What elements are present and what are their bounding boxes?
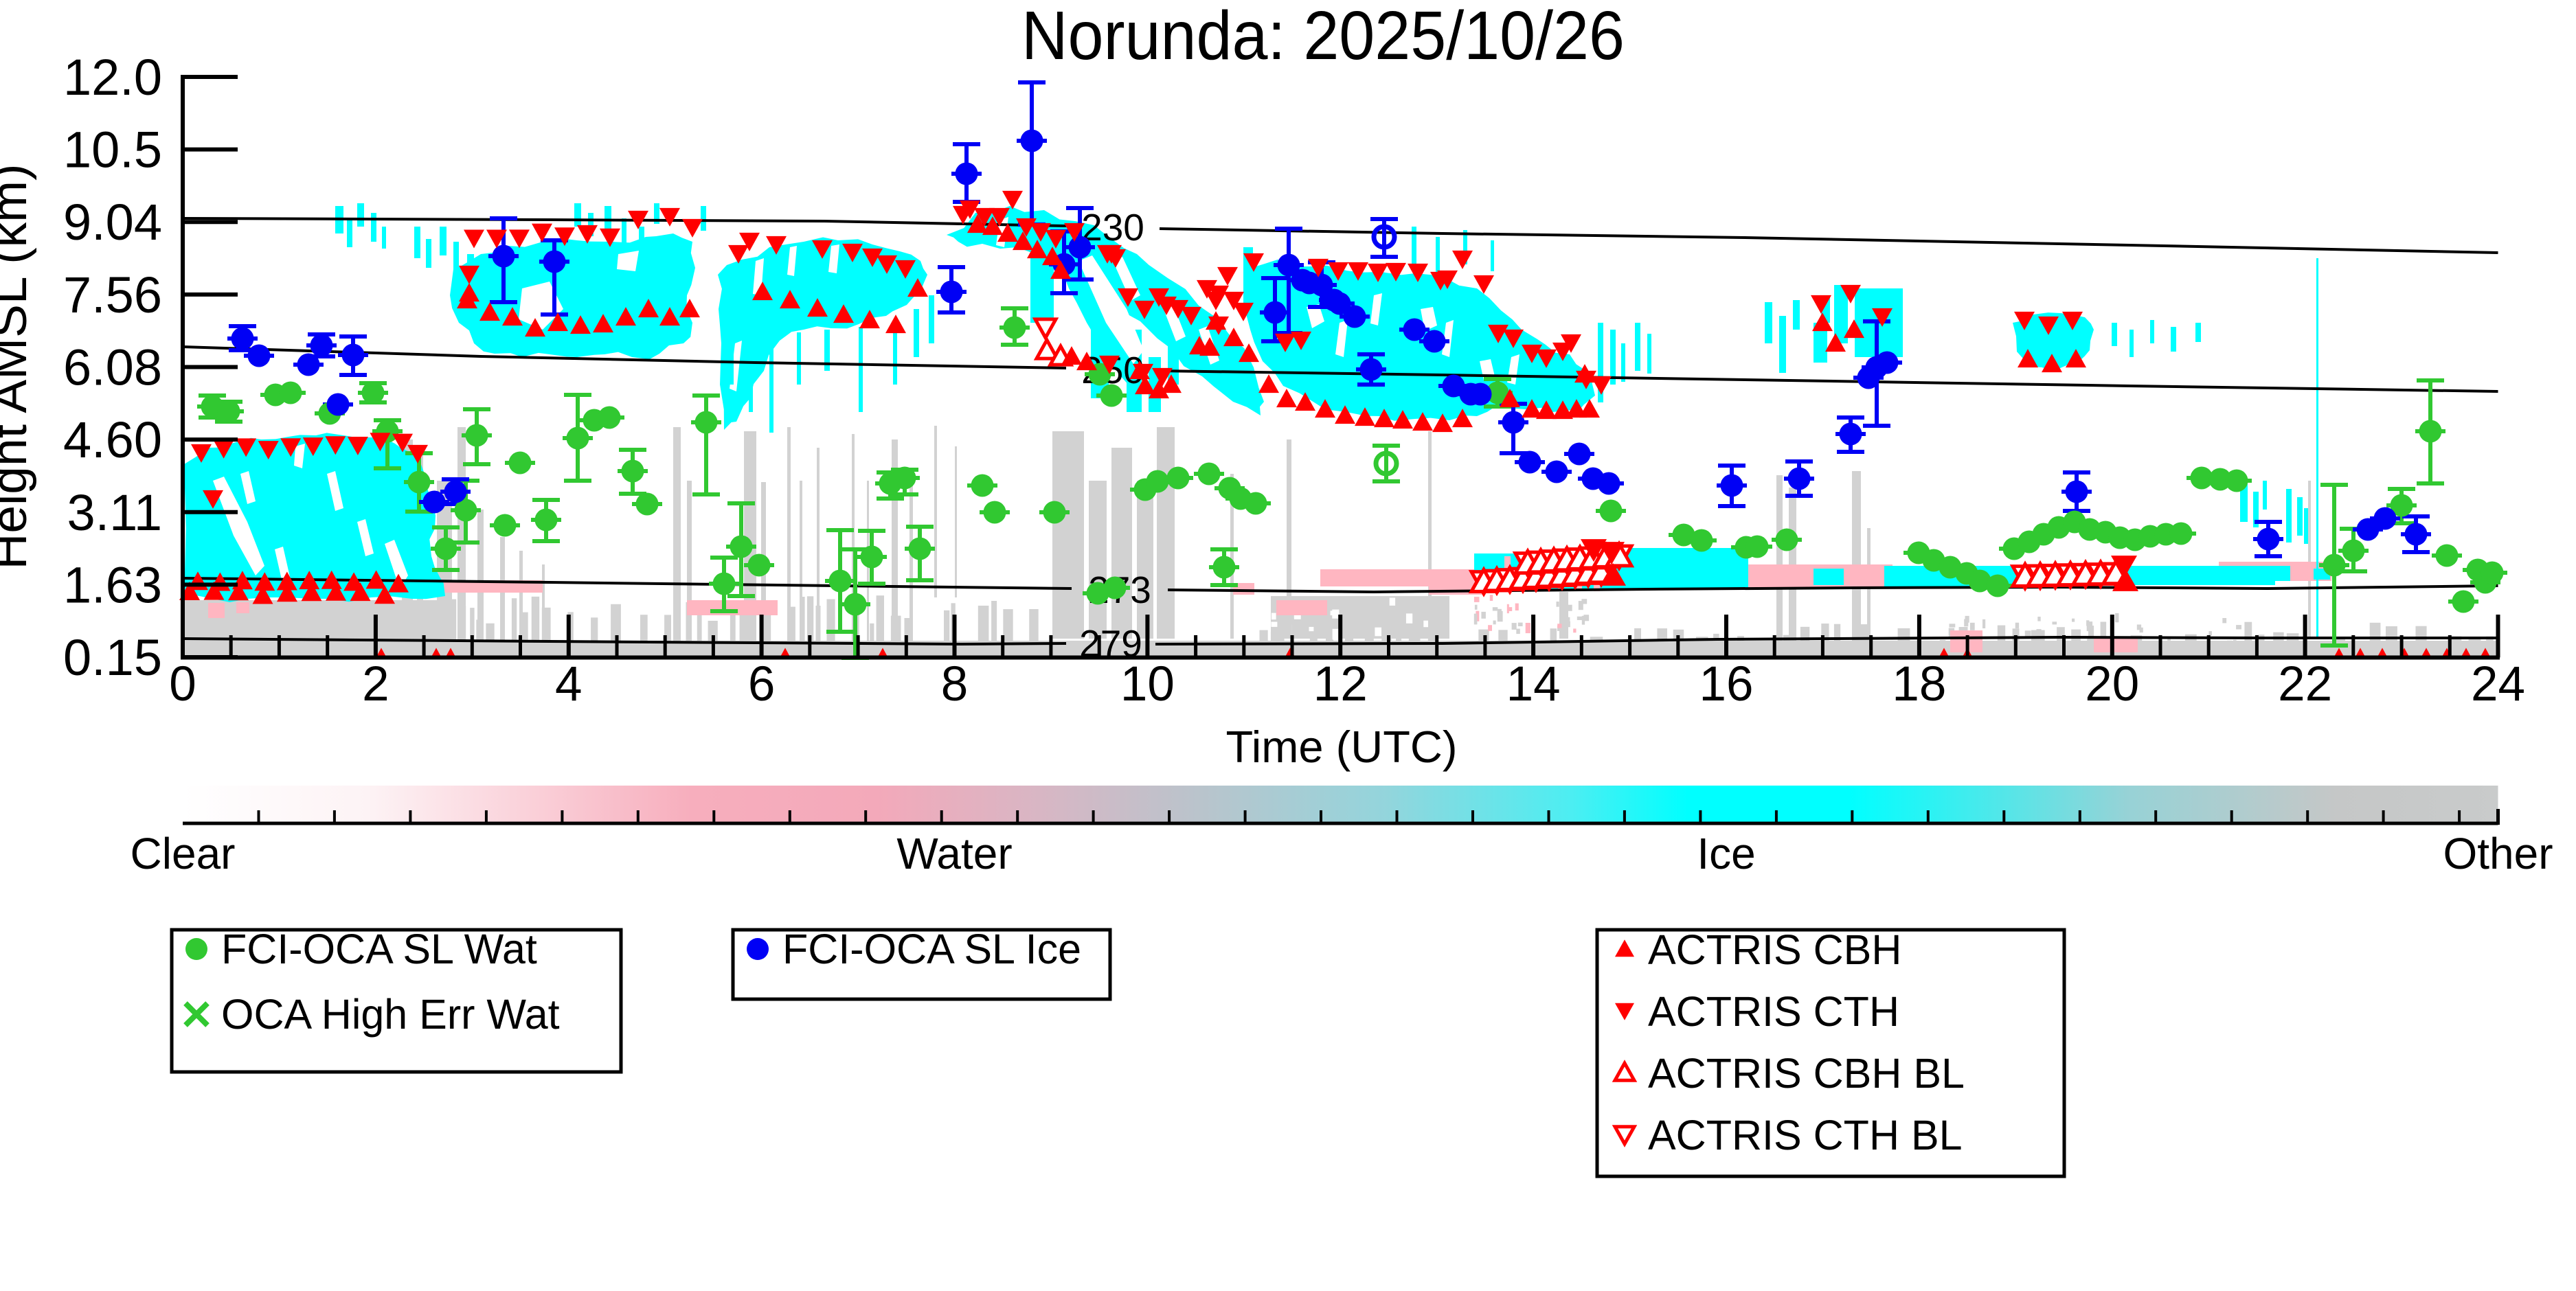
svg-text:OCA High Err Wat: OCA High Err Wat: [221, 991, 560, 1038]
svg-text:9.04: 9.04: [63, 194, 162, 251]
svg-text:0.15: 0.15: [63, 629, 162, 686]
svg-text:12: 12: [1313, 657, 1368, 711]
svg-text:ACTRIS CTH BL: ACTRIS CTH BL: [1648, 1112, 1963, 1158]
svg-text:ACTRIS CTH: ACTRIS CTH: [1648, 988, 1899, 1035]
svg-text:FCI-OCA SL Ice: FCI-OCA SL Ice: [782, 926, 1081, 972]
svg-text:7.56: 7.56: [63, 266, 162, 323]
svg-text:6: 6: [748, 657, 776, 711]
svg-text:16: 16: [1699, 657, 1754, 711]
svg-text:Height AMSL (km): Height AMSL (km): [0, 164, 37, 570]
svg-text:Ice: Ice: [1697, 829, 1755, 878]
svg-text:24: 24: [2471, 657, 2525, 711]
svg-text:ACTRIS CBH BL: ACTRIS CBH BL: [1648, 1050, 1965, 1097]
svg-text:4: 4: [555, 657, 583, 711]
svg-text:4.60: 4.60: [63, 411, 162, 468]
svg-text:Time (UTC): Time (UTC): [1226, 722, 1458, 772]
svg-text:1.63: 1.63: [63, 556, 162, 613]
svg-text:20: 20: [2085, 657, 2139, 711]
svg-text:0: 0: [169, 657, 196, 711]
svg-text:22: 22: [2278, 657, 2332, 711]
svg-text:Norunda: 2025/10/26: Norunda: 2025/10/26: [1021, 0, 1625, 74]
svg-text:14: 14: [1506, 657, 1561, 711]
svg-text:10.5: 10.5: [63, 122, 162, 179]
svg-text:18: 18: [1892, 657, 1946, 711]
svg-text:10: 10: [1120, 657, 1175, 711]
svg-text:2: 2: [362, 657, 389, 711]
svg-text:Other: Other: [2443, 829, 2553, 878]
svg-text:Clear: Clear: [131, 829, 236, 878]
svg-text:8: 8: [941, 657, 969, 711]
svg-text:12.0: 12.0: [63, 49, 162, 106]
svg-text:ACTRIS CBH: ACTRIS CBH: [1648, 926, 1901, 973]
svg-text:3.11: 3.11: [67, 484, 162, 541]
svg-text:230: 230: [1081, 206, 1144, 249]
svg-text:FCI-OCA SL Wat: FCI-OCA SL Wat: [221, 926, 537, 972]
svg-text:6.08: 6.08: [63, 339, 162, 396]
svg-text:Water: Water: [896, 829, 1012, 878]
